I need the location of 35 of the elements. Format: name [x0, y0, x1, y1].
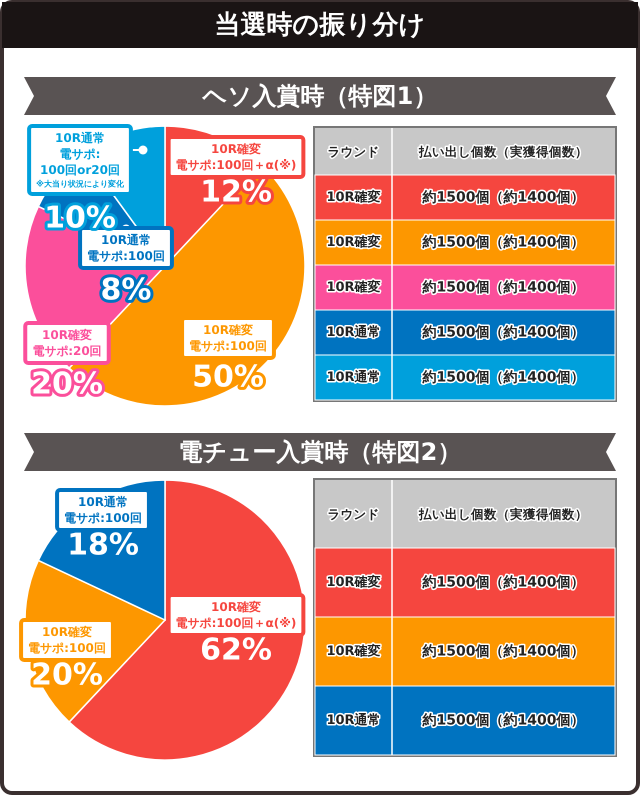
text: 10R通常: [326, 369, 381, 385]
data-label: 18%: [67, 528, 139, 562]
text: 約1500個（約1400個）: [422, 190, 584, 206]
text: 10R確変: [326, 574, 381, 590]
text: 10R通常: [326, 712, 381, 728]
text: 10R確変: [326, 189, 381, 205]
text: 10R確変: [326, 279, 381, 295]
text: 10R通常: [326, 324, 381, 340]
slice-label: 10R確変電サポ:20回: [32, 328, 102, 358]
text: 約1500個（約1400個）: [422, 324, 584, 340]
chart-subtitle: 電チュー入賞時（特図2）: [178, 438, 462, 466]
slice-label: 10R通常電サポ:100回: [87, 233, 165, 263]
text: 払い出し個数（実獲得個数）: [418, 506, 588, 522]
text: 約1500個（約1400個）: [422, 234, 584, 250]
text: 約1500個（約1400個）: [422, 644, 584, 660]
slice-label: 10R確変電サポ:100回＋α(※): [176, 142, 296, 172]
data-label: 62%: [200, 632, 272, 668]
text: 10R確変: [326, 643, 381, 659]
text: 約1500個（約1400個）: [422, 370, 584, 386]
data-label: 20%: [31, 366, 103, 402]
chart-title: 当選時の振り分け: [214, 10, 426, 40]
slice-label: 10R通常電サポ:100回: [64, 495, 142, 525]
chart-subtitle: ヘソ入賞時（特図1）: [202, 82, 438, 110]
text: 約1500個（約1400個）: [422, 712, 584, 728]
slice-label: 10R通常電サポ:100回or20回: [40, 131, 120, 177]
text: ※大当り状況により変化: [36, 178, 125, 188]
slice-label: 10R確変電サポ:100回: [28, 625, 106, 655]
text: ラウンド: [328, 144, 380, 159]
text: ラウンド: [328, 506, 380, 522]
text: 払い出し個数（実獲得個数）: [418, 144, 588, 159]
text: 約1500個（約1400個）: [422, 280, 584, 296]
text: 約1500個（約1400個）: [422, 574, 584, 590]
text: 10R確変: [326, 234, 381, 250]
slice-label: 10R確変電サポ:100回: [189, 323, 267, 353]
slice-label: 10R確変電サポ:100回＋α(※): [176, 600, 296, 630]
